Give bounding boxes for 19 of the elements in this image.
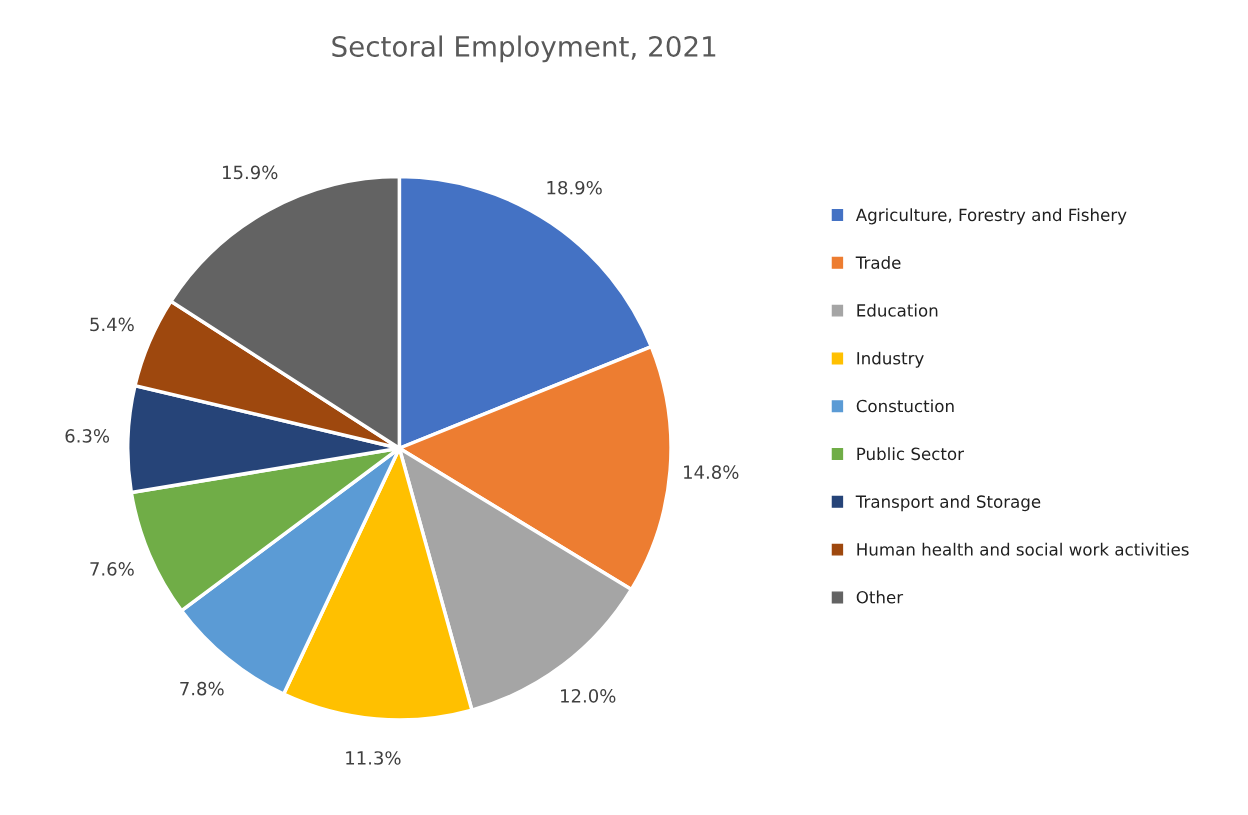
data-label: 14.8% [684,465,739,479]
data-label: 11.3% [346,751,401,765]
legend-label: Public Sector [857,447,964,461]
chart-title: Sectoral Employment, 2021 [332,35,716,63]
legend-label: Agriculture, Forestry and Fishery [855,208,1127,225]
legend-label: Human health and social work activities [857,542,1189,556]
legend-label: Transport and Storage [855,495,1041,512]
data-label: 12.0% [561,689,616,703]
legend-label: Education [857,303,938,317]
data-label: 5.4% [90,317,134,332]
data-label: 15.9% [223,165,278,180]
data-label: 18.9% [547,180,602,195]
data-label: 7.8% [180,681,224,696]
legend-label: Industry [857,351,924,368]
legend-label: Trade [855,256,901,269]
data-label: 6.3% [65,429,110,443]
legend-label: Constuction [856,399,954,413]
data-label: 7.6% [90,562,134,576]
legend-label: Other [856,590,904,604]
